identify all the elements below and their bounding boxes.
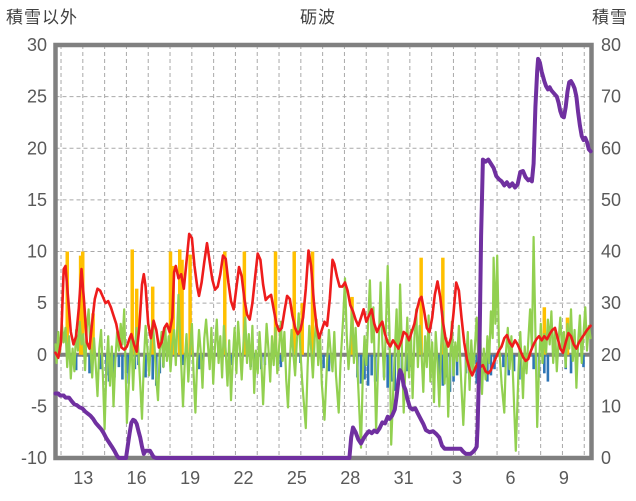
left-axis-title: 積雪以外 [6,8,78,27]
yellow-bars-bar [542,307,547,355]
yellow-bars-bar [188,254,192,355]
blue-bars-bar [363,354,366,380]
x-tick-label: 28 [340,468,360,488]
y-right-tick-label: 80 [601,35,621,55]
yellow-bars-bar [292,251,296,355]
x-tick-label: 6 [505,468,515,488]
snow-depth-purple-path [53,56,593,460]
x-tick-label: 25 [287,468,307,488]
y-right-tick-label: 50 [601,190,621,210]
yellow-bars-bar [223,251,227,355]
y-right-tick-label: 10 [601,396,621,416]
red-line-path [54,232,592,377]
series-red-line [54,232,592,377]
x-tick-label: 3 [452,468,462,488]
y-left-tick-label: 5 [37,293,47,313]
x-tick-label: 31 [394,468,414,488]
yellow-bars-bar [134,288,139,355]
blue-bars-bar [543,354,546,374]
blue-bars-bar [74,354,78,371]
blue-bars-bar [181,354,185,366]
blue-bars-bar [229,354,233,366]
blue-bars-bar [144,354,147,378]
blue-bars-bar [279,354,283,368]
y-left-tick-label: 30 [27,35,47,55]
right-axis-title: 積雪 [592,8,628,27]
blue-bars-bar [98,354,102,370]
blue-bars-bar [359,354,363,384]
blue-bars-bar [121,354,124,380]
blue-bars-bar [322,354,325,369]
blue-bars-bar [441,354,445,386]
yellow-bars-bar [130,249,134,355]
series-snow-depth-purple [53,56,593,460]
blue-bars-bar [370,354,373,376]
blue-bars-bar [327,354,331,372]
blue-bars-bar [117,354,121,368]
yellow-bars-bar [441,257,445,355]
y-right-tick-label: 60 [601,138,621,158]
yellow-bars-bar [168,251,173,355]
yellow-bars-bar [80,251,85,355]
y-left-tick-label: 20 [27,138,47,158]
y-right-tick-label: 70 [601,87,621,107]
blue-bars-bar [455,354,459,376]
blue-bars-bar [437,354,441,380]
yellow-bars-bar [300,303,304,355]
yellow-bars-bar [419,257,423,355]
x-tick-label: 13 [73,468,93,488]
yellow-bars-bar [273,251,278,355]
blue-bars-bar [88,354,91,374]
y-right-tick-label: 30 [601,293,621,313]
blue-bars-bar [366,354,370,386]
y-right-tick-label: 40 [601,242,621,262]
y-left-tick-label: -10 [21,448,47,468]
yellow-bars-bar [310,251,315,355]
blue-bars-bar [532,354,535,370]
chart-title: 砺波 [300,8,336,27]
blue-bars-bar [475,354,478,384]
x-tick-label: 19 [180,468,200,488]
y-right-tick-label: 0 [601,448,611,468]
y-right-tick-label: 20 [601,345,621,365]
y-left-tick-label: 25 [27,87,47,107]
blue-bars-bar [546,354,550,382]
blue-bars-bar [386,354,389,388]
x-tick-label: 16 [127,468,147,488]
green-line-path [54,235,592,452]
blue-bars-bar [489,354,493,376]
x-tick-label: 9 [559,468,569,488]
y-left-tick-label: 15 [27,190,47,210]
blue-bars-bar [151,354,154,380]
series-green-line [54,235,592,452]
blue-bars-bar [389,354,393,382]
blue-bars-bar [197,354,201,370]
y-left-tick-label: -5 [31,396,47,416]
yellow-bars-bar [78,255,83,355]
blue-bars-bar [512,354,516,372]
x-tick-label: 22 [233,468,253,488]
yellow-bars-bar [91,313,95,355]
yellow-bars-bar [180,259,184,355]
blue-bars-bar [569,354,573,374]
blue-bars-bar [582,354,585,368]
blue-bars-bar [502,354,505,368]
y-left-tick-label: 0 [37,345,47,365]
y-left-tick-label: 10 [27,242,47,262]
blue-bars-bar [486,354,489,382]
blue-bars-bar [405,354,409,372]
